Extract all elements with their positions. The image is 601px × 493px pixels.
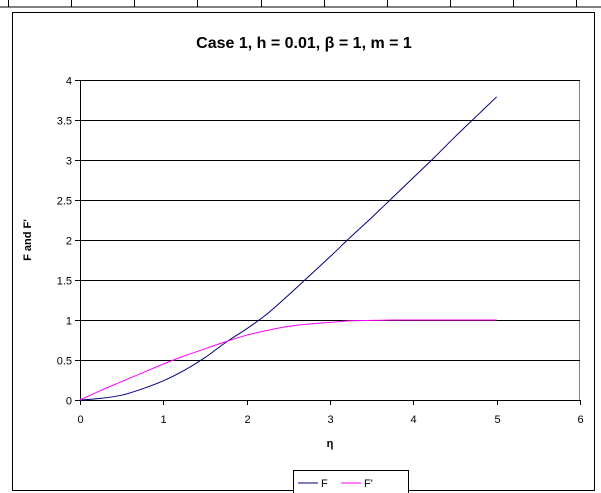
- y-tick-label: 3: [66, 156, 72, 168]
- chart-title: Case 1, h = 0.01, β = 1, m = 1: [196, 35, 412, 52]
- legend-box: [293, 470, 409, 493]
- y-tick-label: 4: [66, 76, 72, 88]
- legend-label-f: F: [321, 478, 328, 490]
- series-line-fprime: [79, 319, 497, 401]
- legend-label-fprime: F': [364, 478, 373, 490]
- y-tick-label: 0.5: [57, 356, 72, 368]
- x-tick-label: 0: [77, 414, 83, 426]
- x-axis-label: η: [327, 438, 334, 450]
- x-tick-label: 1: [160, 414, 166, 426]
- series-layer: [79, 96, 498, 401]
- y-tick-label: 0: [66, 396, 72, 408]
- x-tick-label: 5: [494, 414, 500, 426]
- x-tick-label: 3: [327, 414, 333, 426]
- y-tick-label: 2: [66, 236, 72, 248]
- x-tick-label: 6: [577, 414, 583, 426]
- y-axis-ticks: 0 0.5 1 1.5 2 2.5 3 3.5 4: [57, 76, 80, 408]
- y-tick-label: 2.5: [57, 196, 72, 208]
- x-tick-label: 2: [244, 414, 250, 426]
- y-tick-label: 1: [66, 316, 72, 328]
- x-tick-label: 4: [410, 414, 416, 426]
- y-axis-label: F and F': [22, 219, 34, 261]
- series-line-f: [79, 96, 498, 401]
- y-tick-label: 3.5: [57, 116, 72, 128]
- y-tick-label: 1.5: [57, 276, 72, 288]
- legend: F F': [293, 470, 409, 493]
- sheet-column-dividers: [8, 0, 577, 7]
